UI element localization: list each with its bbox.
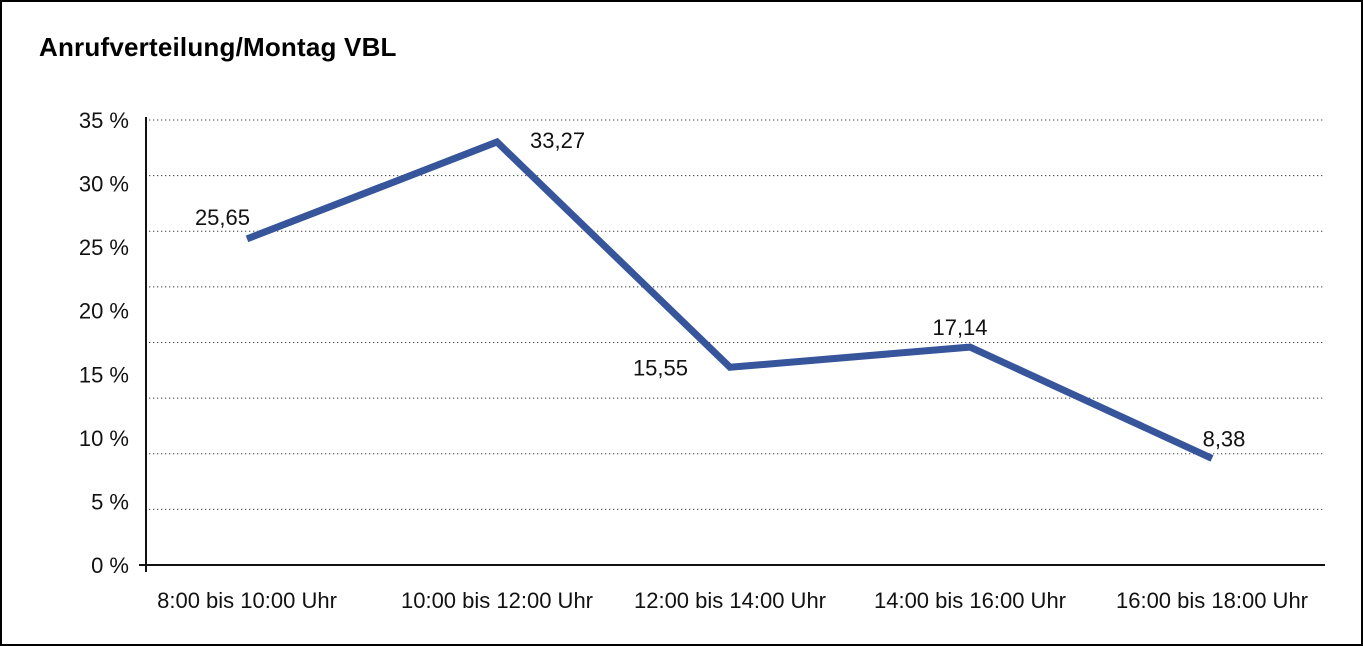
y-tick-label: 25 % [79,235,129,260]
y-tick-label: 10 % [79,426,129,451]
x-tick-label: 14:00 bis 16:00 Uhr [874,588,1066,613]
y-tick-label: 35 % [79,108,129,133]
chart-title: Anrufverteilung/Montag VBL [39,32,397,62]
y-tick-label: 15 % [79,362,129,387]
data-label: 33,27 [530,128,585,153]
y-tick-label: 30 % [79,172,129,197]
y-tick-label: 0 % [91,553,129,578]
data-label: 25,65 [195,205,250,230]
y-tick-label: 20 % [79,299,129,324]
x-tick-label: 12:00 bis 14:00 Uhr [634,588,826,613]
x-tick-label: 8:00 bis 10:00 Uhr [157,588,337,613]
data-label: 17,14 [932,315,987,340]
data-label: 8,38 [1203,426,1246,451]
x-tick-label: 10:00 bis 12:00 Uhr [401,588,593,613]
x-tick-label: 16:00 bis 18:00 Uhr [1116,588,1308,613]
data-label: 15,55 [633,355,688,380]
series-line [245,137,1214,462]
y-tick-label: 5 % [91,489,129,514]
